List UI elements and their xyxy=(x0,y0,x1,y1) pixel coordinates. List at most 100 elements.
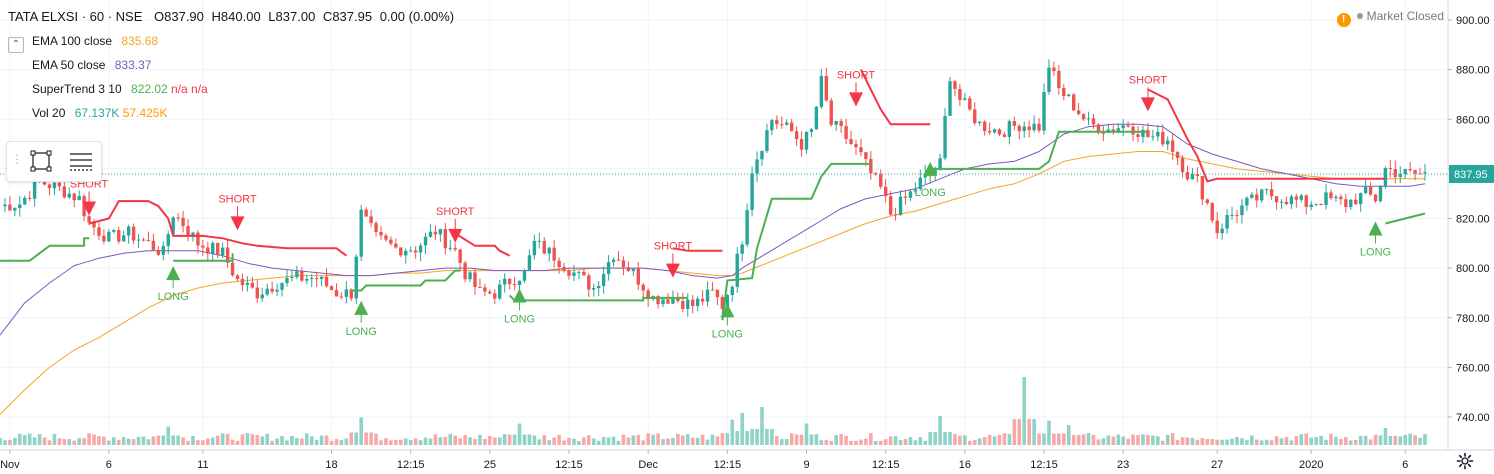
volume-bar xyxy=(1101,438,1106,445)
legend-ema100[interactable]: ⌃ EMA 100 close 835.68 xyxy=(8,34,158,53)
collapse-legend-icon[interactable]: ⌃ xyxy=(8,37,24,53)
volume-bar xyxy=(1250,435,1254,445)
volume-bar xyxy=(478,434,482,445)
volume-bar xyxy=(1146,435,1150,445)
volume-bar xyxy=(888,436,893,445)
legend-supertrend[interactable]: SuperTrend 3 10 822.02 n/a n/a xyxy=(32,82,208,96)
candle-body xyxy=(67,193,71,198)
volume-bar xyxy=(1136,434,1140,445)
volume-bar xyxy=(1388,436,1393,445)
volume-bar xyxy=(300,438,304,445)
candle-body xyxy=(1378,186,1383,202)
candle-body xyxy=(1220,228,1224,234)
volume-bar xyxy=(52,433,57,445)
volume-bar xyxy=(67,439,72,445)
candle-body xyxy=(186,225,190,236)
candle-body xyxy=(750,173,754,211)
volume-bar xyxy=(1210,439,1215,445)
candle-body xyxy=(958,88,962,100)
candle-body xyxy=(656,296,660,305)
candle-body xyxy=(300,271,304,281)
x-tick-label: Nov xyxy=(0,459,20,471)
volume-bar xyxy=(1027,419,1031,445)
candle-body xyxy=(814,106,819,130)
market-status[interactable]: ! Market Closed xyxy=(1336,9,1444,27)
volume-bar xyxy=(1304,433,1309,445)
candle-body xyxy=(794,131,799,140)
candle-body xyxy=(705,289,710,302)
volume-bar xyxy=(1368,439,1373,445)
candle-body xyxy=(1002,134,1007,137)
candle-body xyxy=(1358,193,1363,205)
candle-body xyxy=(181,217,185,226)
volume-bar xyxy=(379,440,383,445)
volume-bar xyxy=(547,440,552,445)
volume-bar xyxy=(255,434,260,445)
volume-bar xyxy=(1423,434,1427,445)
gear-icon[interactable] xyxy=(1456,452,1474,470)
volume-bar xyxy=(928,432,933,445)
volume-bar xyxy=(112,437,116,445)
candle-body xyxy=(1091,118,1096,125)
volume-bar xyxy=(770,429,774,445)
short-signal-arrow xyxy=(848,92,863,107)
candle-body xyxy=(166,234,170,247)
candle-body xyxy=(626,267,631,272)
rectangle-tool-button[interactable] xyxy=(27,148,55,174)
candle-body xyxy=(735,253,739,287)
legend-volume[interactable]: Vol 20 67.137K 57.425K xyxy=(32,106,168,120)
candle-body xyxy=(359,209,363,257)
long-signal-label: LONG xyxy=(1360,246,1391,258)
lines-icon xyxy=(70,153,92,171)
candle-body xyxy=(1299,195,1304,200)
candle-body xyxy=(235,275,240,279)
volume-bar xyxy=(1121,436,1125,445)
volume-bar xyxy=(314,439,319,445)
volume-bar xyxy=(641,440,646,445)
volume-bar xyxy=(1195,439,1200,445)
volume-bar xyxy=(789,433,794,445)
candle-body xyxy=(502,278,507,285)
volume-bar xyxy=(1076,435,1081,445)
candle-body xyxy=(1042,92,1046,131)
volume-bar xyxy=(1309,437,1313,445)
candle-body xyxy=(1363,186,1368,194)
volume-bar xyxy=(621,434,626,445)
candle-body xyxy=(547,247,551,254)
volume-bar xyxy=(285,440,289,445)
supertrend-up-line xyxy=(508,294,688,302)
supertrend-down-line xyxy=(860,69,931,126)
volume-bar xyxy=(121,437,126,445)
volume-bar xyxy=(196,440,200,445)
drag-handle-icon[interactable]: ⋮ xyxy=(11,152,23,166)
candle-body xyxy=(1388,168,1393,170)
volume-bar xyxy=(245,433,250,445)
candle-body xyxy=(977,121,982,124)
candle-body xyxy=(206,247,210,254)
volume-bar xyxy=(591,438,596,445)
volume-bar xyxy=(334,439,339,445)
line-style-button[interactable] xyxy=(67,148,95,174)
candle-body xyxy=(230,262,235,276)
volume-bar xyxy=(1007,433,1012,445)
volume-bar xyxy=(309,436,314,445)
candle-body xyxy=(171,217,175,235)
candle-body xyxy=(963,98,967,100)
volume-bar xyxy=(1062,433,1066,445)
legend-ema50[interactable]: EMA 50 close 833.37 xyxy=(32,58,151,72)
candle-body xyxy=(715,289,720,298)
candle-body xyxy=(255,287,259,299)
volume-bar xyxy=(413,438,418,445)
volume-bar xyxy=(745,431,749,445)
candle-body xyxy=(399,247,403,256)
volume-bar xyxy=(17,433,22,445)
long-signal-arrow xyxy=(512,288,527,303)
volume-bar xyxy=(1190,437,1195,445)
candle-body xyxy=(953,81,957,89)
short-signal-label: SHORT xyxy=(218,193,257,205)
legend-supertrend-value3: n/a xyxy=(191,82,208,96)
candle-body xyxy=(1255,194,1259,201)
candle-body xyxy=(62,186,67,198)
volume-bar xyxy=(359,417,363,445)
